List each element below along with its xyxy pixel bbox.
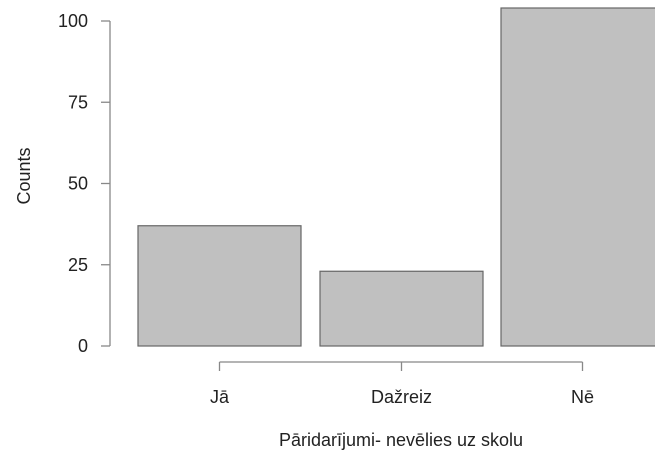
y-tick-label: 25 <box>68 255 88 275</box>
x-tick-label: Jā <box>210 387 230 407</box>
y-axis: 0 25 50 75 100 <box>58 11 110 356</box>
y-tick-label: 50 <box>68 174 88 194</box>
y-tick-label: 0 <box>78 336 88 356</box>
x-tick-label: Nē <box>571 387 594 407</box>
y-axis-title: Counts <box>14 147 34 204</box>
y-tick-label: 100 <box>58 11 88 31</box>
y-tick-label: 75 <box>68 92 88 112</box>
x-axis: Jā Dažreiz Nē <box>210 362 594 407</box>
bar-2 <box>320 271 483 346</box>
bars <box>138 8 655 346</box>
x-tick-label: Dažreiz <box>371 387 432 407</box>
bar-1 <box>138 226 301 346</box>
x-axis-title: Pāridarījumi- nevēlies uz skolu <box>279 430 523 450</box>
bar-3 <box>501 8 655 346</box>
